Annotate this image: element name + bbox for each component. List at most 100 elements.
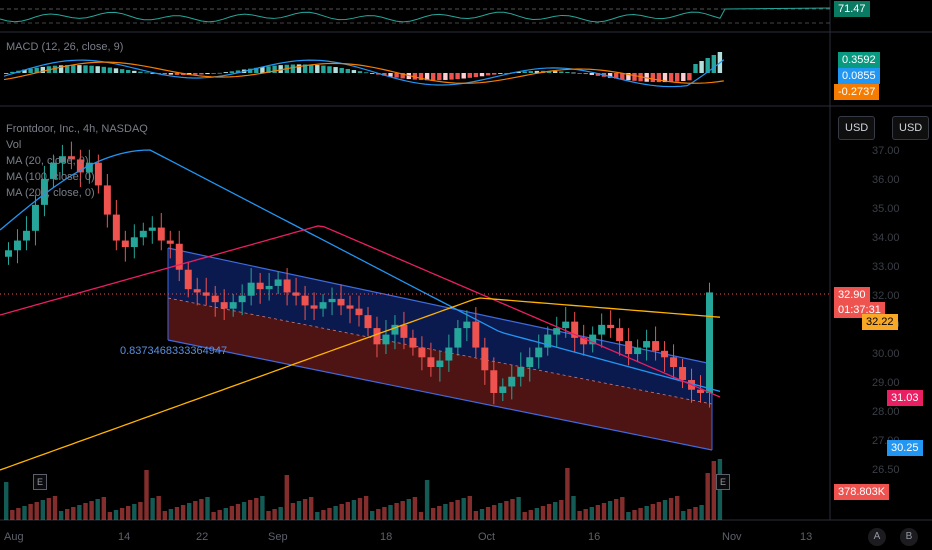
macd-histogram-bar	[144, 72, 149, 74]
macd-histogram-bar	[278, 65, 283, 73]
candle-body	[211, 295, 219, 303]
macd-histogram-bar	[34, 67, 39, 73]
volume-bar	[235, 504, 241, 520]
volume-bar	[534, 508, 540, 520]
macd-histogram-bar	[290, 64, 296, 73]
macd-histogram-bar	[418, 73, 424, 80]
volume-bar	[668, 498, 674, 520]
candle-body	[256, 282, 264, 290]
macd-histogram-bar	[58, 65, 64, 73]
volume-bar	[638, 508, 643, 520]
currency-button-left[interactable]: USD	[838, 116, 876, 140]
volume-bar	[223, 508, 228, 520]
volume-bar	[418, 512, 424, 520]
candle-body	[697, 389, 705, 393]
macd-histogram-bar	[534, 70, 540, 73]
volume-bar	[382, 507, 387, 520]
macd-histogram-bar	[528, 71, 533, 73]
candle-body	[445, 347, 453, 361]
candle-body	[40, 178, 48, 205]
earnings-icon-2[interactable]: E	[716, 474, 731, 490]
macd-histogram-bar	[687, 73, 692, 81]
ma100-value-badge: 31.03	[887, 390, 923, 406]
candle-body	[679, 367, 687, 380]
candle-body	[436, 360, 444, 368]
volume-bar	[10, 510, 15, 520]
volume-bar	[339, 504, 344, 520]
candle-body	[319, 302, 327, 309]
auto-scale-button[interactable]: A	[868, 528, 886, 546]
legend-ma100[interactable]: MA (100, close, 0)	[6, 171, 95, 183]
macd-histogram-bar	[260, 67, 265, 73]
candle-body	[625, 341, 633, 355]
candle-body	[508, 376, 516, 387]
macd-histogram-bar	[626, 73, 631, 81]
macd-histogram-bar	[4, 73, 9, 74]
time-tick: 22	[196, 531, 209, 543]
candle-body	[373, 328, 381, 345]
macd-histogram-bar	[681, 73, 686, 81]
volume-bar	[321, 510, 326, 520]
volume-bar	[662, 500, 668, 520]
volume-bar	[406, 499, 411, 520]
legend-volume[interactable]: Vol	[6, 139, 22, 151]
candle-body	[31, 204, 39, 231]
legend-ma20[interactable]: MA (20, close, 0)	[6, 155, 89, 167]
time-tick: Aug	[4, 531, 24, 543]
volume-bar	[22, 506, 27, 520]
macd-histogram-bar	[607, 73, 613, 78]
macd-histogram-bar	[675, 73, 680, 82]
macd-histogram-bar	[449, 73, 454, 80]
volume-bar	[553, 502, 558, 520]
volume-bar	[101, 497, 106, 520]
macd-histogram-bar	[589, 73, 594, 75]
volume-bar	[565, 468, 570, 520]
macd-histogram-bar	[168, 73, 174, 75]
volume-bar	[290, 503, 296, 520]
volume-bar	[333, 506, 338, 520]
volume-bar	[607, 501, 613, 520]
volume-bar	[150, 498, 155, 520]
legend-ma200[interactable]: MA (200, close, 0)	[6, 187, 95, 199]
time-tick: 14	[118, 531, 131, 543]
macd-histogram-bar	[77, 65, 82, 73]
volume-bar	[107, 512, 113, 520]
volume-bar	[577, 511, 582, 520]
candle-body	[562, 321, 570, 329]
symbol-title[interactable]: Frontdoor, Inc., 4h, NASDAQ	[6, 123, 148, 135]
channel-ratio-label: 0.8373468333364947	[120, 345, 228, 357]
macd-histogram-bar	[498, 73, 503, 74]
volume-bar	[479, 509, 485, 520]
earnings-icon-1[interactable]: E	[33, 474, 48, 490]
candle-body	[238, 295, 246, 303]
macd-histogram-badge: 0.3592	[838, 52, 880, 68]
volume-bar	[632, 510, 637, 520]
price-tick: 37.00	[872, 145, 900, 157]
ma20-line	[0, 149, 721, 393]
volume-bar	[162, 511, 167, 520]
candle-body	[409, 337, 417, 348]
price-tick: 34.00	[872, 232, 900, 244]
volume-bar	[504, 501, 509, 520]
macd-histogram-bar	[272, 65, 277, 73]
macd-histogram-bar	[327, 66, 332, 73]
macd-histogram-bar	[229, 71, 235, 73]
volume-bar	[52, 496, 58, 520]
macd-histogram-bar	[412, 73, 418, 80]
volume-bar	[461, 498, 466, 520]
candle-body	[130, 237, 138, 248]
volume-bar	[278, 507, 283, 520]
currency-button-right[interactable]: USD	[892, 116, 930, 140]
macd-histogram-bar	[132, 70, 137, 73]
macd-histogram-bar	[174, 73, 180, 75]
volume-bar	[119, 508, 125, 520]
volume-bar	[357, 498, 363, 520]
time-tick: 18	[380, 531, 393, 543]
candle-body	[274, 279, 282, 286]
volume-bar	[266, 511, 271, 520]
macd-histogram-bar	[83, 65, 88, 73]
candle-body	[553, 328, 561, 335]
volume-bar	[473, 511, 479, 520]
log-scale-button[interactable]: B	[900, 528, 918, 546]
